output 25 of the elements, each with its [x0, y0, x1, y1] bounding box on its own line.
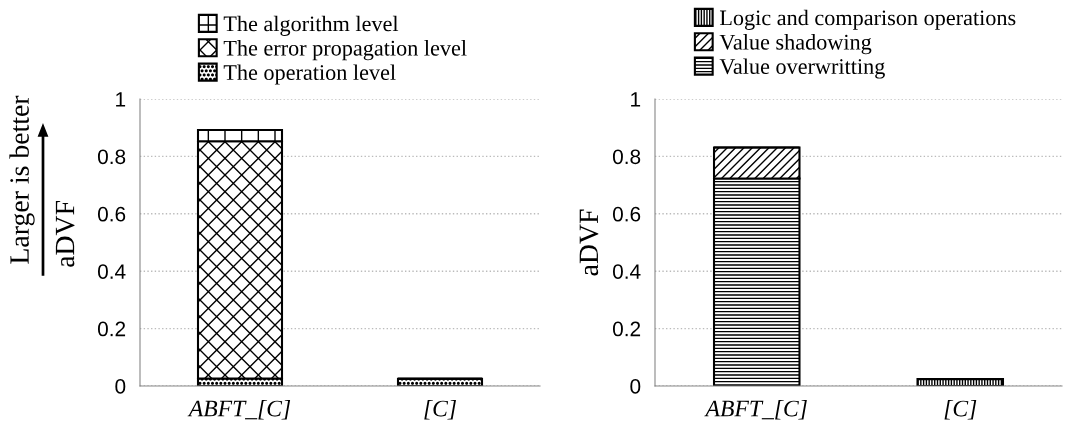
y-tick-label: 0.6 — [612, 206, 641, 222]
y-tick-label: 0.8 — [612, 149, 641, 165]
legend-label: The algorithm level — [223, 15, 399, 36]
y-tick-label: 0.4 — [97, 264, 126, 279]
y-tick-label: 0 — [115, 379, 126, 394]
y-tick-label: 0.6 — [97, 206, 126, 222]
y-axis-title: aDVF — [55, 200, 75, 267]
x-tick-label: ABFT_[C] — [704, 399, 807, 420]
legend-label: Logic and comparison operations — [719, 9, 1016, 30]
text: Larger is better — [9, 95, 35, 264]
y-tick-label: 0.2 — [97, 321, 126, 337]
y-tick-label: 1 — [116, 92, 126, 107]
x-tick-label: [C] — [424, 399, 456, 420]
y-tick-label: 0.8 — [97, 149, 126, 165]
y-tick-label: 0.4 — [612, 264, 641, 279]
y-tick-label: 1 — [631, 92, 641, 107]
legend-label: The error propagation level — [223, 40, 467, 61]
y-axis-title: aDVF — [579, 209, 599, 276]
legend-label: Value shadowing — [719, 34, 872, 55]
y-tick-label: 0.2 — [612, 321, 641, 337]
x-tick-label: ABFT_[C] — [187, 399, 291, 420]
y-tick-label: 0 — [630, 379, 641, 394]
legend-label: Value overwritting — [719, 58, 885, 79]
legend-label: The operation level — [223, 64, 396, 85]
x-tick-label: [C] — [944, 399, 977, 420]
